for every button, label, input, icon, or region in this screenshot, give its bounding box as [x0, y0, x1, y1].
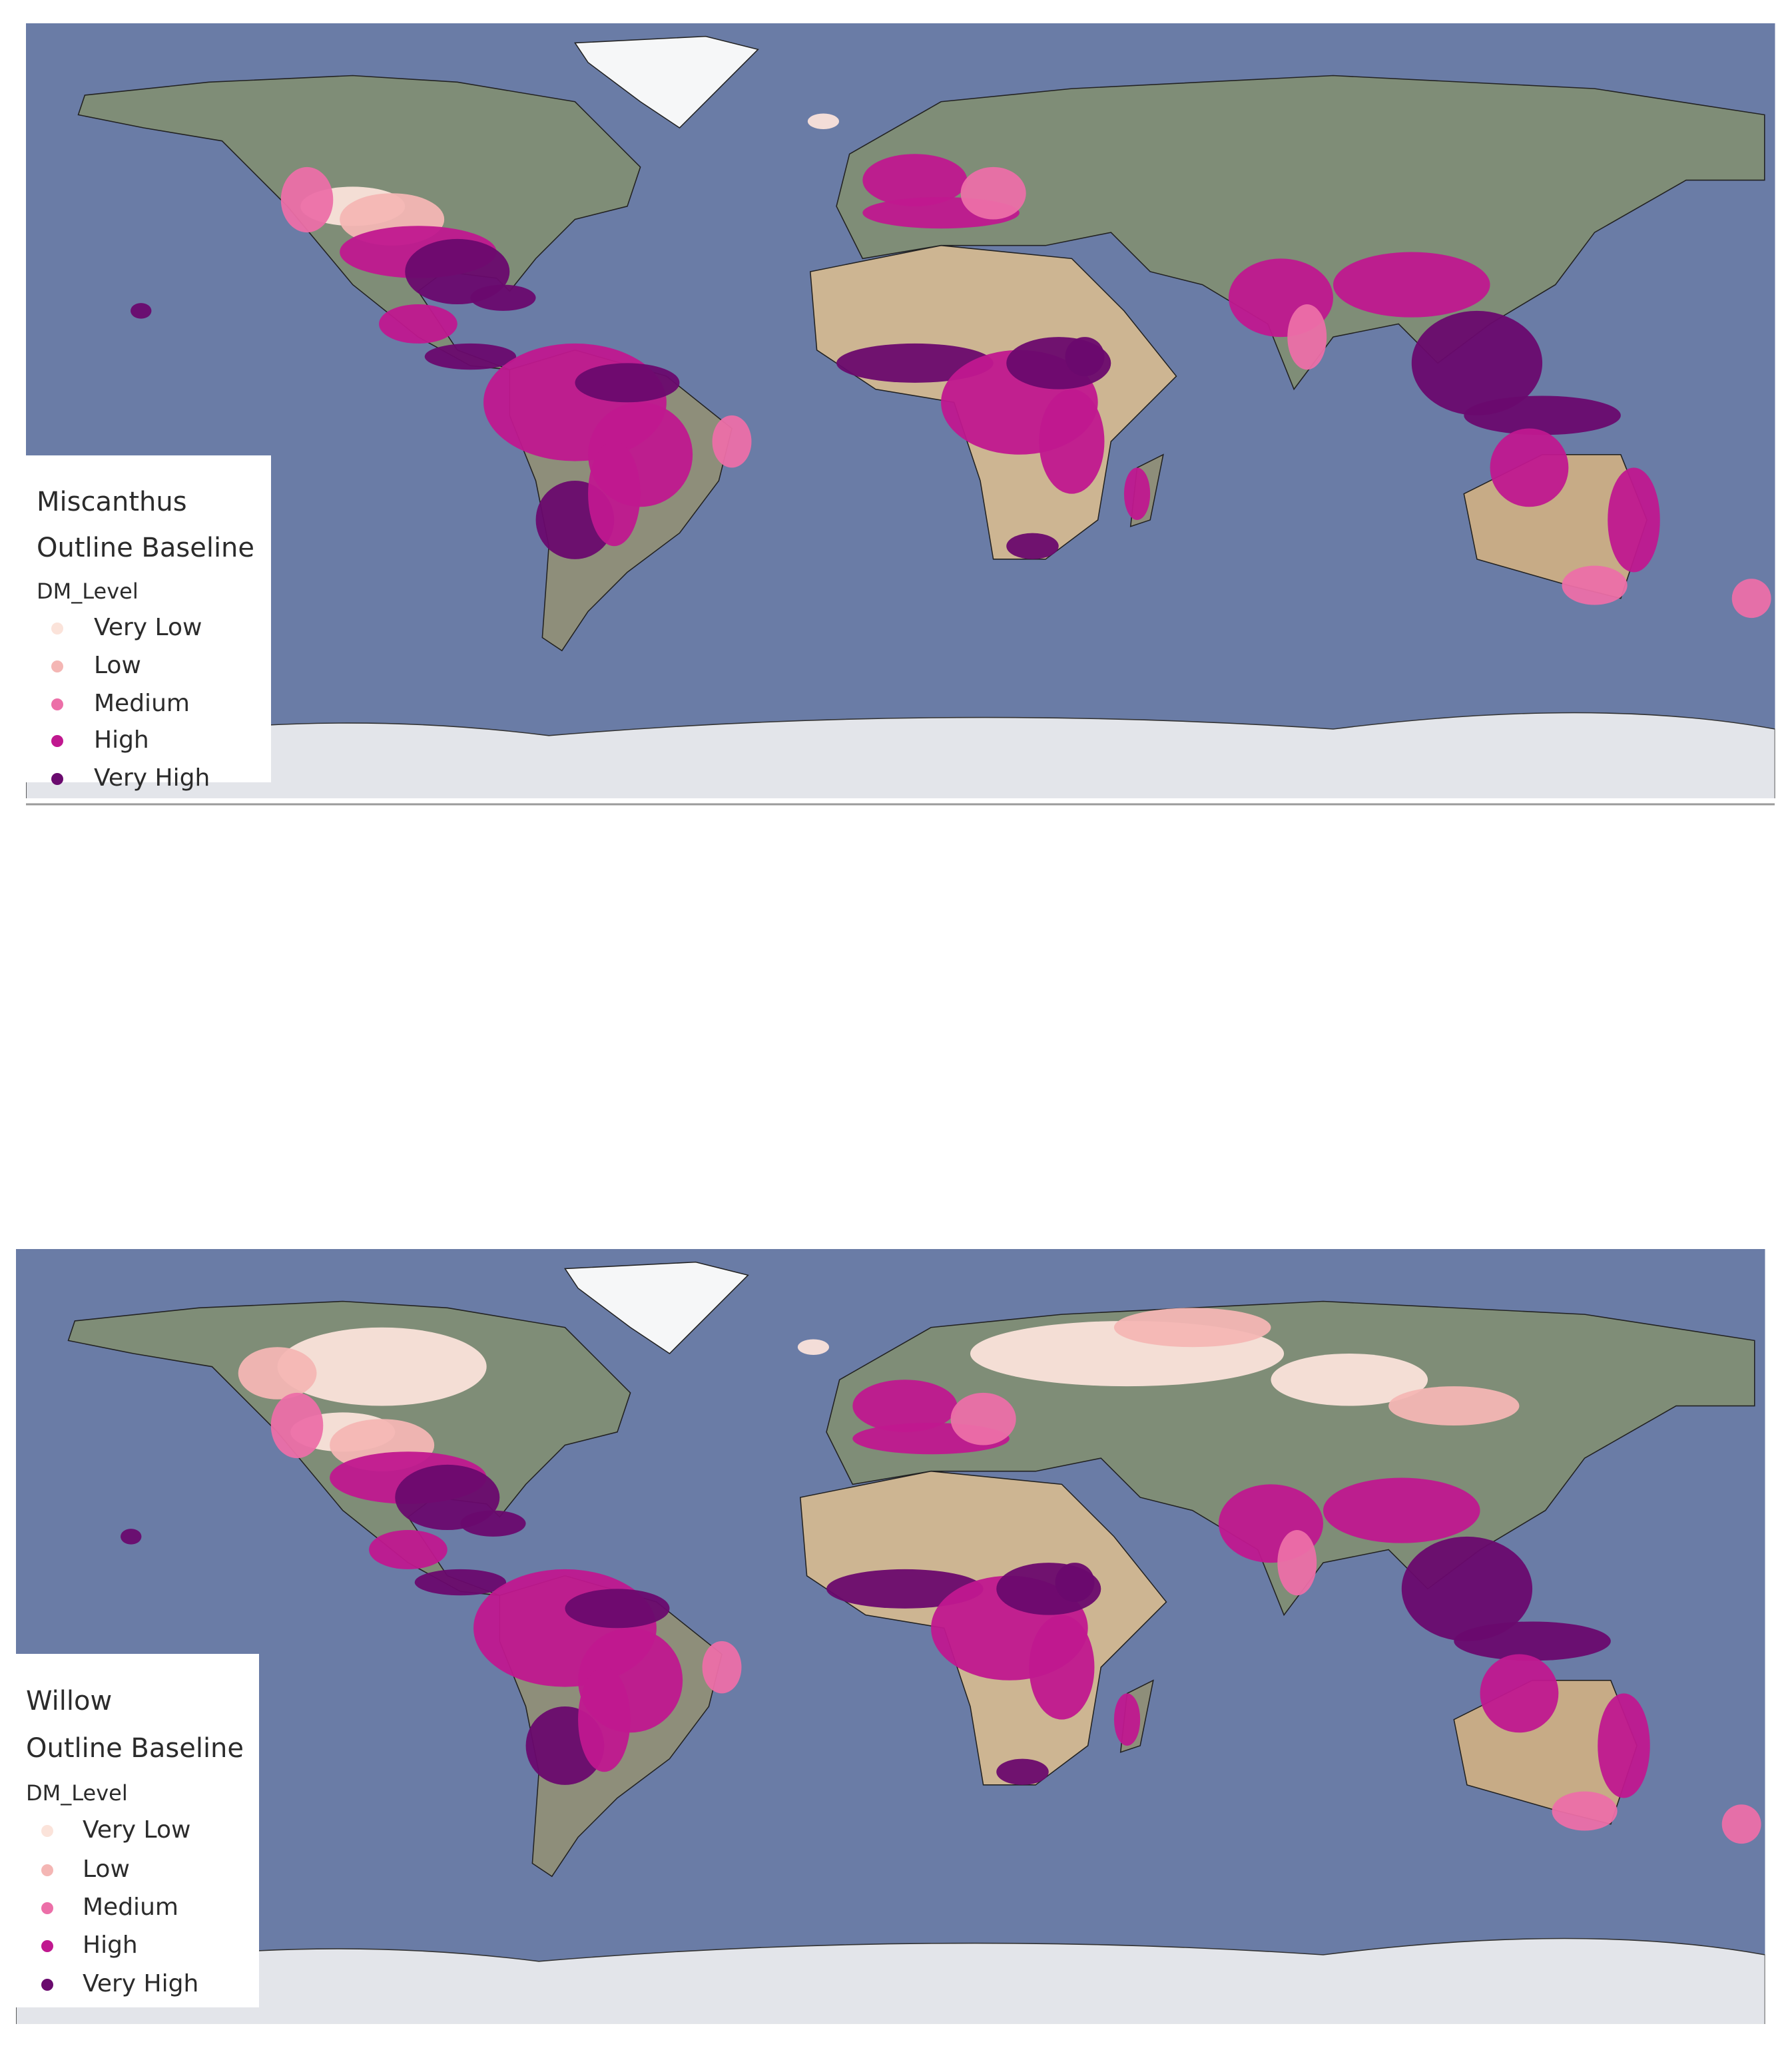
legend-swatch	[51, 660, 63, 672]
suitability-area	[575, 363, 680, 403]
suitability-area	[414, 1569, 507, 1596]
legend-box	[26, 455, 271, 782]
legend-title: Miscanthus	[37, 487, 187, 517]
suitability-area	[1562, 565, 1628, 605]
suitability-area	[1552, 1791, 1618, 1831]
suitability-area	[1731, 579, 1771, 619]
suitability-area	[131, 303, 152, 319]
suitability-area	[712, 415, 752, 468]
suitability-area	[379, 304, 457, 344]
suitability-area	[1323, 1477, 1480, 1543]
legend-label: Medium	[83, 1894, 178, 1921]
suitability-area	[270, 1392, 324, 1459]
suitability-area	[836, 343, 994, 383]
legend-label: Medium	[94, 690, 190, 717]
legend: Miscanthus Outline Baseline DM_Level Very L…	[26, 455, 271, 792]
suitability-area	[1113, 1693, 1141, 1746]
legend-field: DM_Level	[37, 579, 139, 604]
legend-swatch	[51, 735, 63, 747]
legend-swatch	[51, 623, 63, 635]
legend-swatch	[51, 773, 63, 785]
suitability-area	[1388, 1386, 1520, 1426]
suitability-area	[826, 1569, 984, 1609]
legend-label: Low	[94, 652, 141, 679]
suitability-area	[960, 166, 1026, 220]
suitability-area	[1277, 1530, 1317, 1596]
suitability-area	[862, 154, 968, 206]
suitability-area	[280, 166, 334, 233]
suitability-area	[852, 1380, 958, 1432]
legend-label: High	[83, 1931, 138, 1959]
suitability-area	[1287, 304, 1327, 370]
suitability-area	[807, 113, 839, 130]
suitability-area	[1454, 1621, 1611, 1661]
suitability-area	[797, 1339, 829, 1356]
suitability-area	[1480, 1654, 1559, 1733]
suitability-area	[1333, 252, 1490, 318]
suitability-area	[277, 1327, 487, 1406]
legend-subtitle: Outline Baseline	[37, 533, 254, 563]
legend-label: Very High	[83, 1970, 198, 1997]
suitability-area	[1055, 1563, 1095, 1603]
suitability-area	[460, 1510, 526, 1537]
legend-field: DM_Level	[26, 1780, 128, 1806]
suitability-area	[1598, 1693, 1650, 1798]
legend-label: Very High	[94, 764, 210, 792]
suitability-area	[1721, 1804, 1761, 1844]
suitability-area	[369, 1530, 448, 1569]
suitability-area	[1271, 1354, 1428, 1406]
suitability-area	[578, 1667, 631, 1772]
suitability-area	[1006, 533, 1059, 559]
suitability-area	[1411, 310, 1543, 415]
suitability-area	[996, 1758, 1049, 1785]
suitability-area	[702, 1641, 742, 1694]
legend-swatch	[41, 1902, 53, 1914]
legend-label: Very Low	[83, 1816, 190, 1844]
legend-swatch	[41, 1979, 53, 1991]
suitability-area	[470, 284, 536, 311]
legend-title: Willow	[26, 1686, 112, 1716]
legend-swatch	[41, 1825, 53, 1837]
suitability-area	[950, 1392, 1016, 1445]
suitability-area	[1113, 1308, 1271, 1348]
map	[26, 23, 1775, 799]
suitability-area	[1490, 428, 1569, 507]
suitability-area	[1608, 467, 1660, 573]
legend-subtitle: Outline Baseline	[26, 1733, 244, 1764]
legend-label: Very Low	[94, 614, 202, 641]
suitability-area	[1029, 1615, 1095, 1720]
legend: Willow Outline Baseline DM_Level Very Low Lo…	[16, 1654, 259, 2007]
map	[16, 1249, 1765, 2025]
legend-swatch	[41, 1940, 53, 1952]
suitability-area	[565, 1589, 670, 1629]
suitability-area	[1401, 1536, 1533, 1641]
legend-label: High	[94, 726, 149, 754]
suitability-area	[588, 441, 641, 547]
suitability-area	[1464, 395, 1621, 435]
legend-swatch	[41, 1864, 53, 1876]
suitability-area	[238, 1347, 317, 1400]
suitability-area	[121, 1529, 142, 1545]
legend-box	[16, 1654, 259, 2007]
suitability-area	[1065, 337, 1105, 377]
legend-swatch	[51, 698, 63, 710]
legend-label: Low	[83, 1856, 130, 1883]
suitability-area	[1039, 389, 1105, 494]
suitability-area	[424, 343, 517, 370]
suitability-area	[1123, 467, 1151, 520]
